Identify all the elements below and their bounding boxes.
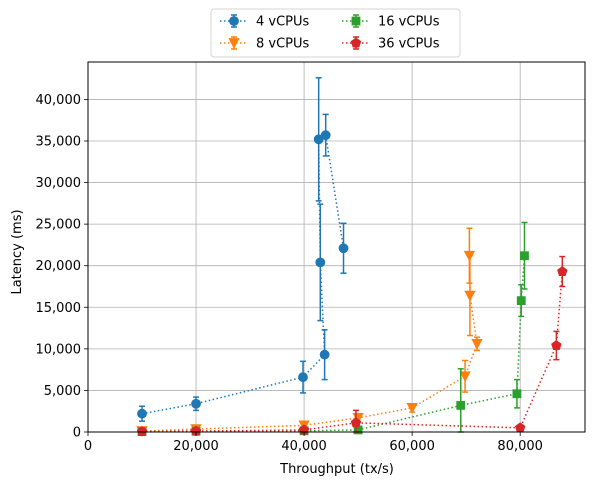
x-tick-label: 0: [84, 439, 92, 454]
data-point: [551, 340, 562, 350]
series-36-vcpus: [136, 255, 568, 437]
legend-label: 36 vCPUs: [378, 37, 440, 52]
data-point: [320, 130, 331, 141]
data-point: [471, 338, 483, 350]
series-layer: [136, 77, 568, 438]
series-line: [142, 271, 564, 433]
series-line: [141, 133, 345, 415]
x-tick-label: 60,000: [389, 439, 435, 454]
legend-box: [210, 8, 461, 58]
data-point: [456, 400, 466, 410]
series-line: [141, 255, 478, 432]
legend-marker: [351, 16, 361, 26]
x-axis: 0 20,000 40,000 60,000 80,000: [84, 432, 543, 454]
data-point: [516, 296, 526, 306]
data-point: [298, 372, 308, 383]
series-8-vcpus: [136, 227, 483, 438]
y-tick-label: 35,000: [36, 134, 82, 149]
y-tick-label: 40,000: [36, 93, 82, 108]
data-point: [406, 402, 418, 414]
data-point: [514, 422, 526, 433]
y-tick-label: 5,000: [44, 384, 81, 399]
legend-label: 4 vCPUs: [256, 15, 310, 30]
legend-marker: [228, 38, 240, 49]
data-point: [459, 371, 471, 383]
data-point: [463, 250, 476, 262]
data-point: [512, 389, 522, 399]
data-point: [464, 290, 476, 302]
legend-marker: [229, 16, 239, 26]
legend-item: 4 vCPUs: [220, 14, 310, 30]
data-point: [338, 243, 349, 254]
data-point: [136, 426, 148, 437]
data-point: [137, 408, 147, 419]
data-point: [315, 257, 326, 268]
legend-item: 16 vCPUs: [342, 14, 440, 30]
legend-label: 16 vCPUs: [378, 15, 440, 30]
legend-marker: [350, 37, 362, 48]
y-tick-label: 25,000: [36, 218, 82, 233]
legend-item: 36 vCPUs: [342, 36, 440, 52]
data-point: [520, 251, 529, 261]
y-axis: 0 5,000 10,000 15,000 20,000 25,000 30,000 35,0…: [36, 93, 88, 441]
data-point: [191, 398, 201, 409]
x-axis-label: Throughput (tx/s): [279, 462, 394, 477]
y-tick-label: 30,000: [36, 176, 82, 191]
legend: 4 vCPUs 8 vCPUs 16 vCPUs 36 vCPUs: [210, 8, 461, 58]
y-tick-label: 15,000: [36, 301, 82, 316]
data-point: [557, 266, 568, 276]
x-tick-label: 20,000: [173, 439, 219, 454]
y-tick-label: 10,000: [36, 342, 82, 357]
y-tick-label: 20,000: [36, 259, 82, 274]
data-point: [319, 349, 330, 360]
grid-lines: [87, 62, 585, 433]
y-tick-label: 0: [73, 426, 81, 441]
legend-item: 8 vCPUs: [220, 36, 310, 52]
plot-frame: [87, 61, 586, 433]
y-axis-label: Latency (ms): [10, 209, 25, 294]
legend-label: 8 vCPUs: [256, 37, 310, 52]
data-point: [350, 417, 362, 428]
series-4-vcpus: [137, 77, 349, 422]
x-tick-label: 40,000: [281, 439, 327, 454]
x-tick-label: 80,000: [497, 439, 543, 454]
